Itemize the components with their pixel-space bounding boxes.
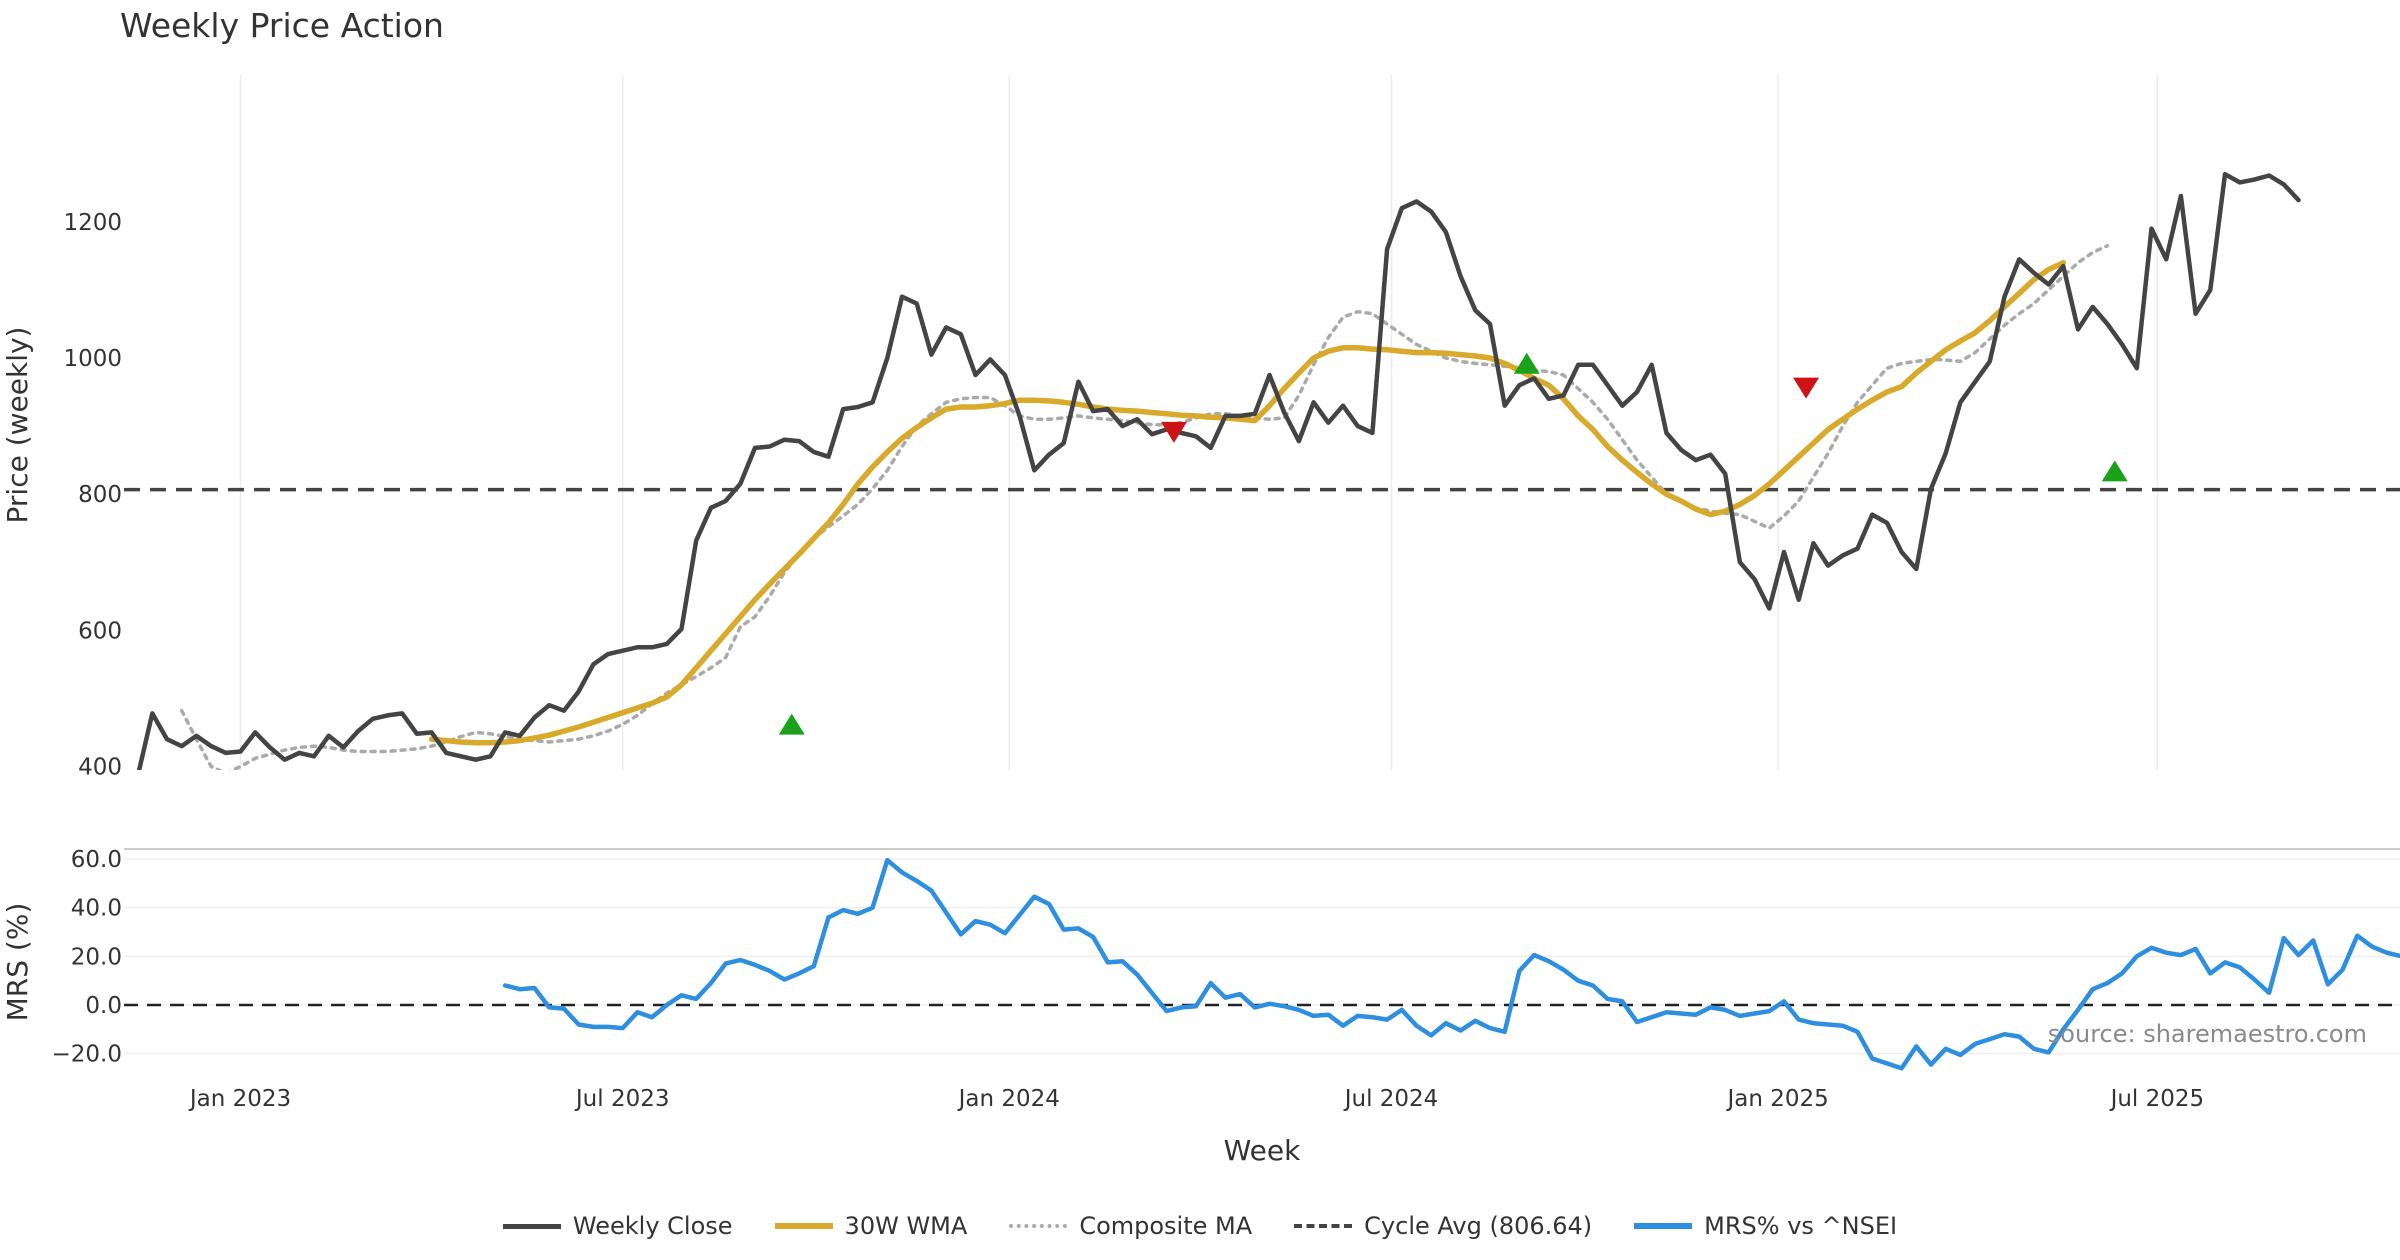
mrs-line: [502, 857, 2400, 1071]
x-tick-label: Jul 2025: [2109, 1086, 2205, 1112]
legend-label-mrs: MRS% vs ^NSEI: [1704, 1212, 1898, 1240]
marks: [124, 171, 2400, 1071]
legend-swatch-cycle-avg: [1294, 1224, 1353, 1228]
legend-swatch-30w-wma: [774, 1223, 833, 1229]
legend: Weekly Close 30W WMA Composite MA Cycle …: [0, 1212, 2400, 1240]
x-tick-label: Jan 2023: [188, 1086, 291, 1112]
buy-signal-marker: [778, 713, 805, 735]
x-tick-label: Jul 2023: [574, 1086, 670, 1112]
grid: [124, 75, 2400, 1055]
composite-ma-line: [179, 243, 2110, 770]
chart-canvas: 400 600 800 1000 1200 60.0 40.0 20.0 0.0 −20.0 Jan…: [1, 75, 2400, 1167]
chart-title: Weekly Price Action: [120, 6, 444, 45]
legend-item-cycle-avg[interactable]: Cycle Avg (806.64): [1294, 1212, 1592, 1240]
legend-swatch-composite-ma: [1009, 1224, 1068, 1228]
legend-swatch-weekly-close: [502, 1223, 561, 1229]
source-text: source: sharemaestro.com: [2047, 1020, 2367, 1048]
weekly-close-line: [136, 171, 2301, 770]
x-tick-label: Jul 2024: [1343, 1086, 1439, 1112]
sell-signal-marker: [1160, 421, 1187, 443]
buy-signal-marker: [1513, 352, 1540, 374]
mrs-y-tick-label: 40.0: [71, 896, 122, 922]
price-plot: [124, 171, 2400, 770]
legend-label-cycle-avg: Cycle Avg (806.64): [1364, 1212, 1593, 1240]
y-tick-label: 400: [78, 754, 122, 780]
y-axis-title: Price (weekly): [1, 327, 34, 524]
mrs-y-tick-label: −20.0: [52, 1042, 122, 1068]
legend-swatch-mrs: [1634, 1223, 1693, 1229]
mrs-y-tick-label: 60.0: [71, 847, 122, 873]
legend-label-composite-ma: Composite MA: [1079, 1212, 1253, 1240]
legend-item-30w-wma[interactable]: 30W WMA: [774, 1212, 968, 1240]
y-tick-label: 1000: [63, 346, 122, 372]
sell-signal-marker: [1793, 377, 1820, 399]
mrs-y-axis-title: MRS (%): [1, 903, 34, 1022]
labels: 400 600 800 1000 1200 60.0 40.0 20.0 0.0 −20.0 Jan…: [1, 210, 2204, 1167]
y-tick-label: 800: [78, 482, 122, 508]
x-tick-label: Jan 2024: [957, 1086, 1060, 1112]
x-axis-title: Week: [1224, 1134, 1301, 1167]
legend-item-weekly-close[interactable]: Weekly Close: [502, 1212, 733, 1240]
legend-item-composite-ma[interactable]: Composite MA: [1009, 1212, 1252, 1240]
mrs-y-tick-label: 20.0: [71, 944, 122, 970]
legend-label-30w-wma: 30W WMA: [844, 1212, 968, 1240]
y-tick-label: 600: [78, 618, 122, 644]
y-tick-label: 1200: [63, 210, 122, 236]
buy-signal-marker: [2101, 460, 2128, 482]
legend-label-weekly-close: Weekly Close: [572, 1212, 733, 1240]
mrs-plot: [124, 857, 2400, 1071]
x-tick-label: Jan 2025: [1725, 1086, 1828, 1112]
legend-item-mrs[interactable]: MRS% vs ^NSEI: [1634, 1212, 1897, 1240]
wma-line: [428, 259, 2067, 746]
mrs-y-tick-label: 0.0: [85, 993, 122, 1019]
